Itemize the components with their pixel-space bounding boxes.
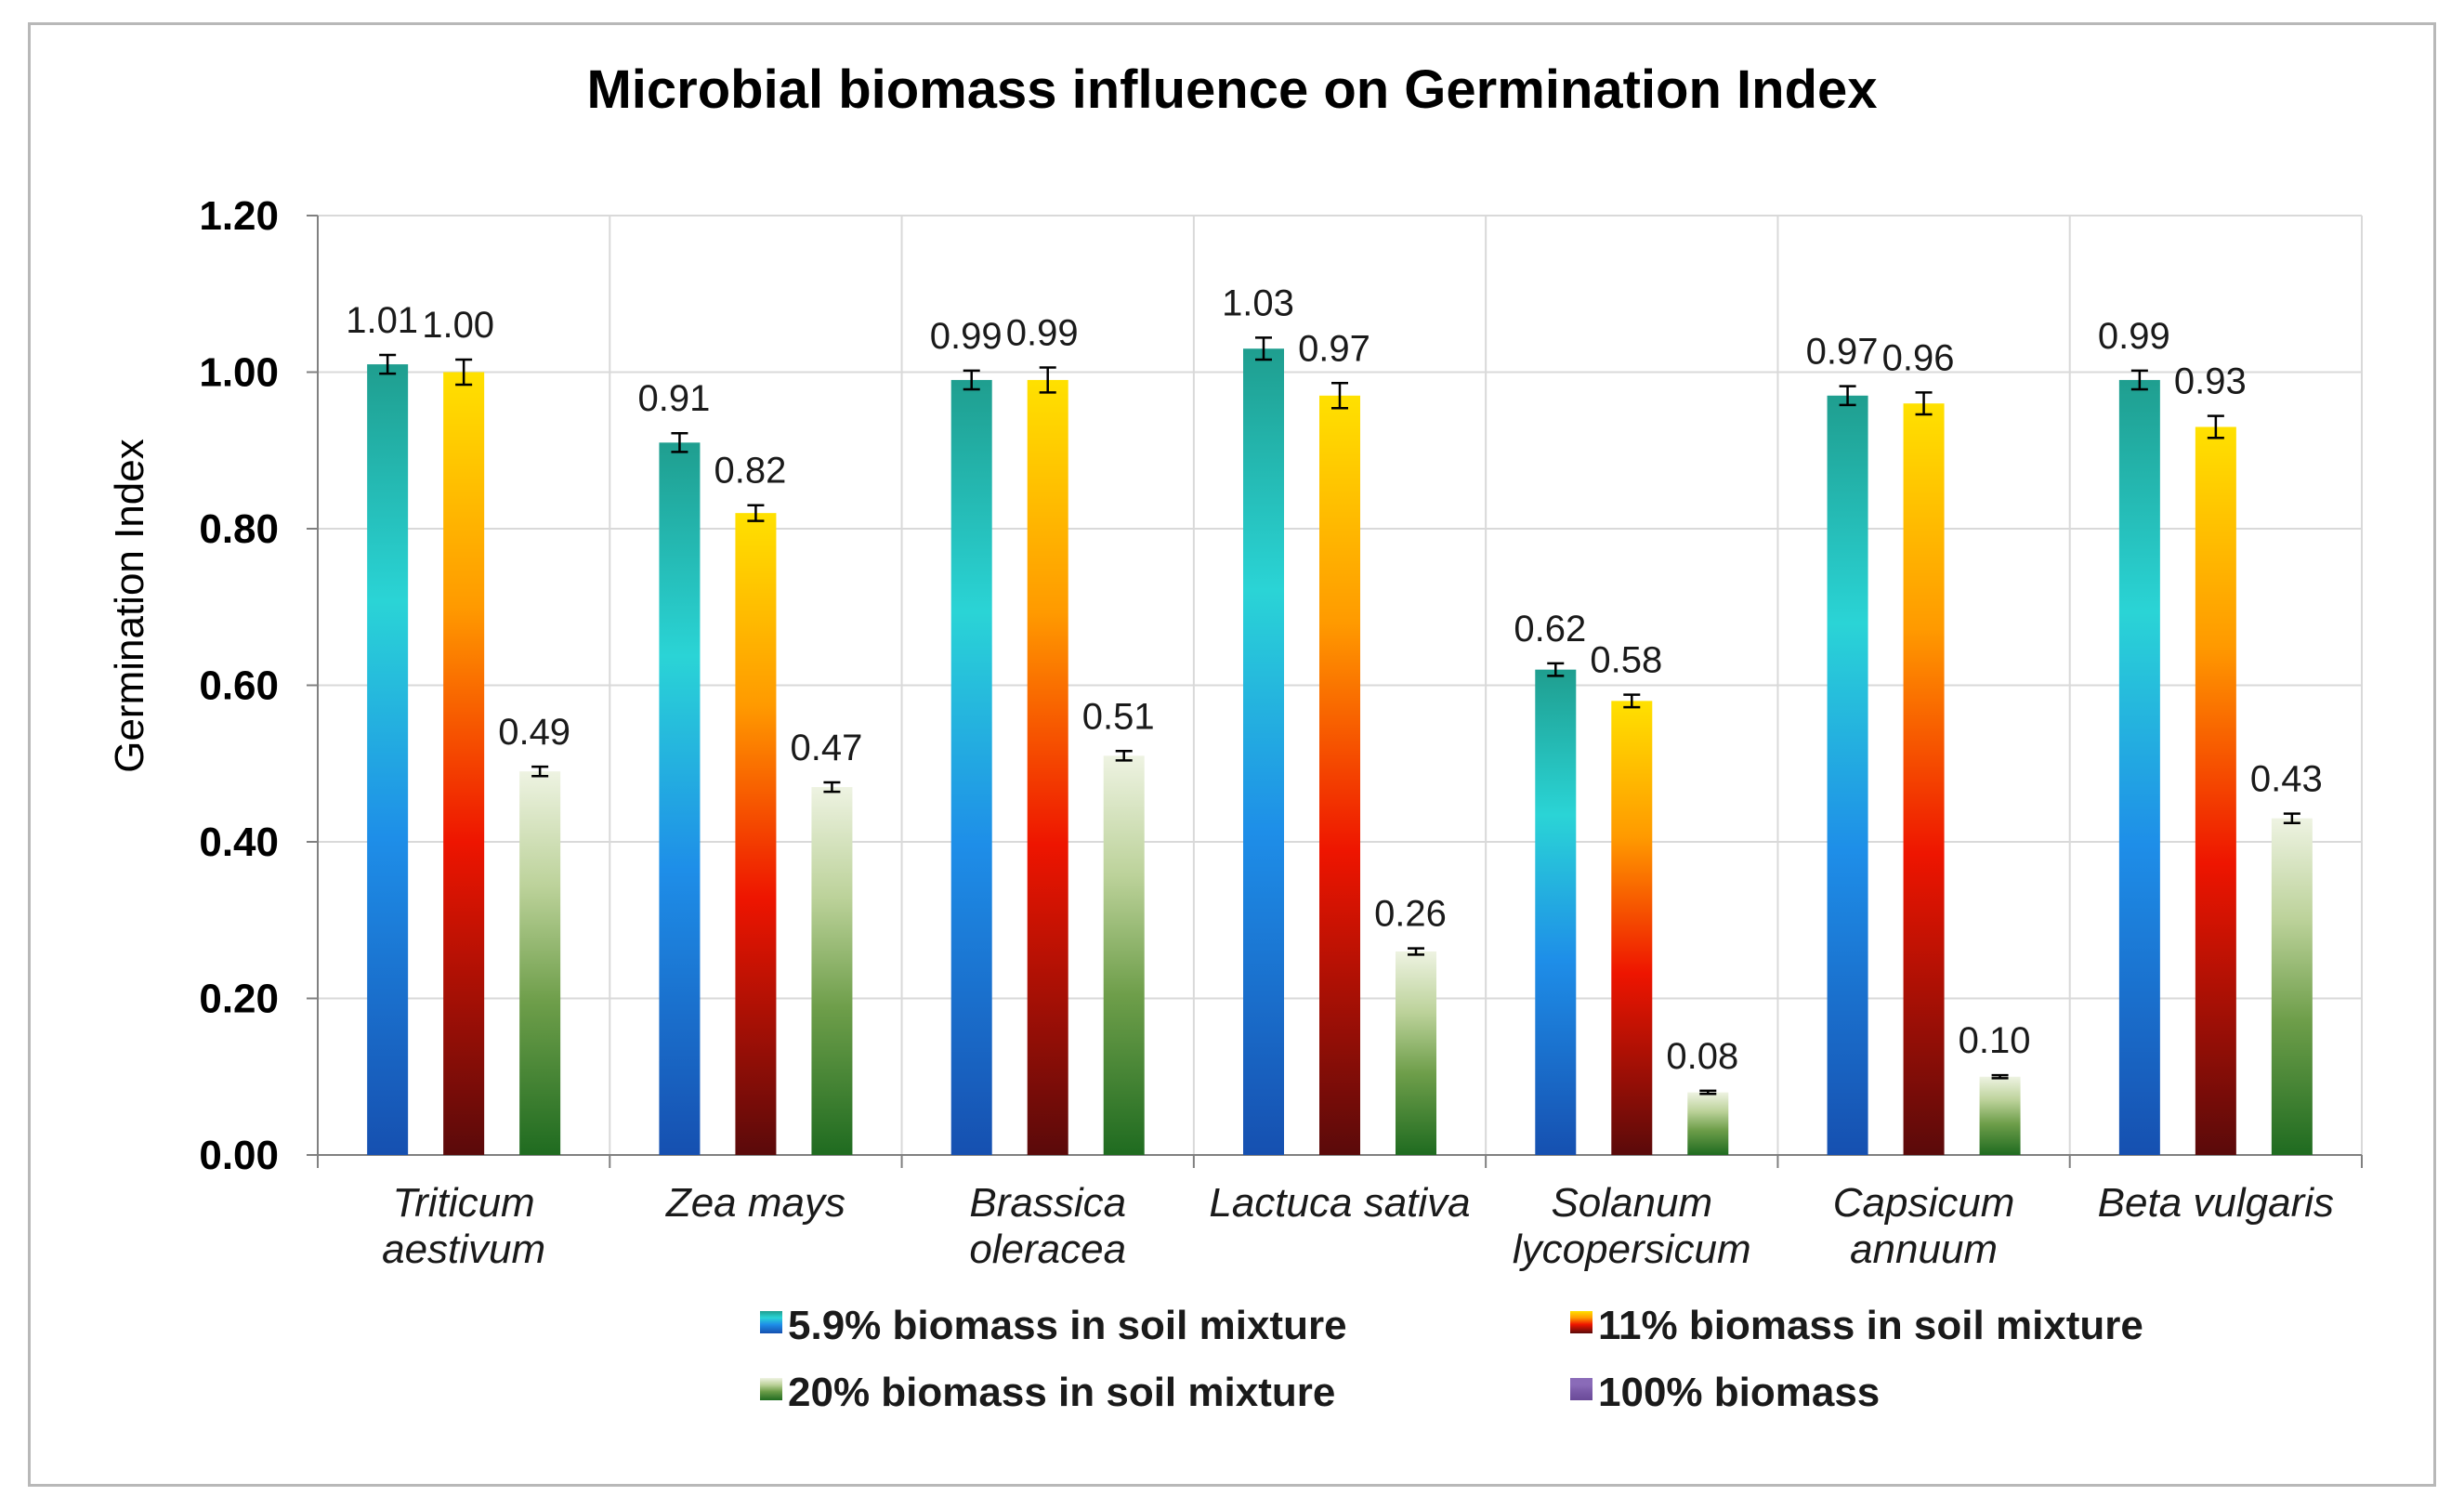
legend-swatch [760,1378,782,1400]
data-label: 0.49 [498,712,570,753]
error-bar [1547,662,1565,677]
bar [2118,379,2160,1155]
legend-label: 20% biomass in soil mixture [788,1370,1335,1415]
error-bar [1408,947,1424,956]
data-label: 0.99 [2098,316,2170,357]
data-label: 1.03 [1222,282,1294,323]
category-label: Brassica [969,1180,1126,1226]
data-label: 0.96 [1882,337,1955,378]
legend-label: 11% biomass in soil mixture [1598,1303,2143,1348]
error-bar [747,504,765,522]
error-bar [1331,382,1348,410]
data-label: 0.99 [1006,312,1079,353]
category-label: Solanum [1551,1180,1712,1226]
error-bar [1699,1089,1717,1096]
legend-label: 100% biomass [1598,1370,1880,1415]
category-label: lycopersicum [1513,1227,1751,1272]
error-bar [455,358,473,387]
y-tick-label: 0.80 [199,506,279,552]
bars [367,336,2313,1156]
bar [1243,348,1284,1156]
error-bar [1915,391,1933,416]
error-bar [671,431,688,453]
bar [1979,1076,2021,1155]
data-label: 0.51 [1082,696,1155,737]
error-bar [2283,812,2300,825]
bar [735,513,777,1155]
legend: 5.9% biomass in soil mixture 11% biomass … [760,1303,2143,1415]
error-bar [2207,414,2224,440]
labels: 1.01 0.91 0.99 1.03 0.62 0.97 0.99 1.00 0.82 0.99… [346,282,2334,1272]
data-label: 0.91 [637,378,710,419]
axes: 0.00 0.20 0.40 0.60 0.80 1.00 1.20 [199,193,2363,1178]
bar [1103,755,1145,1155]
error-bar [1991,1073,2009,1080]
data-label: 0.08 [1666,1036,1738,1077]
category-label: Beta vulgaris [2098,1180,2334,1226]
bar [1535,669,1577,1155]
bar [1319,395,1360,1155]
data-label: 0.43 [2250,759,2323,800]
category-label: Triticum [393,1180,535,1226]
y-tick-label: 0.20 [199,977,279,1022]
y-tick-label: 0.00 [199,1133,279,1178]
error-bar [379,353,397,375]
bar [1827,395,1868,1155]
y-tick-label: 1.20 [199,193,279,239]
error-bar [1039,366,1056,394]
bar [519,771,561,1155]
y-axis-label: Germination Index [107,439,152,773]
bar [1687,1092,1729,1155]
data-label: 0.97 [1806,332,1879,373]
error-bar [963,369,980,391]
category-label: annuum [1850,1227,1998,1272]
y-tick-label: 0.40 [199,820,279,865]
data-label: 0.10 [1959,1020,2031,1061]
y-tick-label: 0.60 [199,663,279,709]
bar [443,372,485,1155]
category-label: oleracea [969,1227,1126,1272]
bar [367,364,409,1155]
bar [950,379,992,1155]
data-label: 0.82 [714,451,786,492]
error-bar [1839,385,1856,407]
data-label: 1.01 [346,300,418,341]
data-label: 0.58 [1590,640,1662,681]
chart-title: Microbial biomass influence on Germinati… [586,59,1877,120]
bar [659,442,701,1155]
category-label: Lactuca sativa [1209,1180,1470,1226]
data-label: 0.99 [930,316,1003,357]
bar [1611,701,1653,1155]
legend-swatch [1570,1378,1592,1400]
bar [2271,818,2313,1155]
bar [1396,951,1436,1155]
error-bar [1255,336,1272,361]
data-label: 0.47 [790,728,862,768]
legend-swatch [760,1311,782,1333]
chart-frame [28,22,2436,1487]
data-label: 0.26 [1374,894,1447,935]
legend-label: 5.9% biomass in soil mixture [788,1303,1347,1348]
category-label: Capsicum [1833,1180,2015,1226]
data-label: 0.97 [1298,328,1370,369]
y-tick-label: 1.00 [199,350,279,396]
data-label: 0.93 [2174,361,2247,402]
error-bar [823,781,841,794]
data-label: 1.00 [422,305,494,346]
bar [811,787,853,1155]
error-bar [2130,369,2148,391]
data-label: 0.62 [1514,609,1586,650]
category-label: Zea mays [665,1180,845,1226]
bar [2195,426,2236,1156]
error-bar [1115,750,1133,762]
error-bar [531,765,549,778]
bar [1903,403,1945,1155]
error-bar [1623,693,1641,709]
legend-swatch [1570,1311,1592,1333]
category-label: aestivum [382,1227,545,1272]
bar [1027,379,1068,1155]
